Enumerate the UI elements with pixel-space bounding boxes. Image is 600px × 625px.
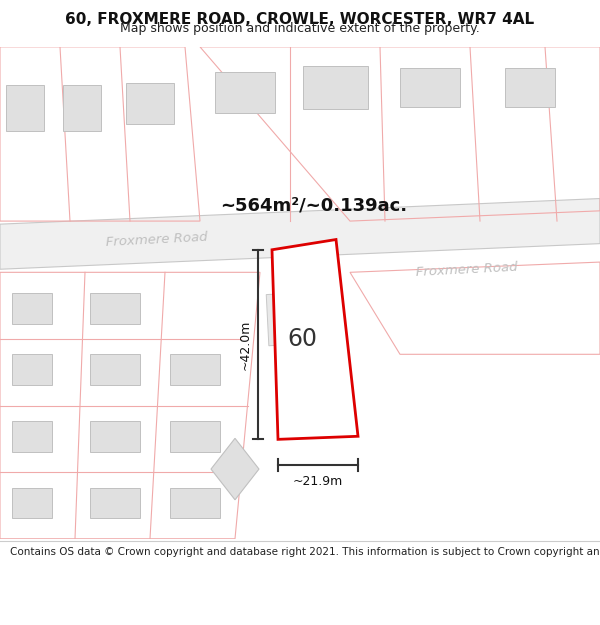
Bar	[266, 291, 334, 346]
Bar	[12, 292, 52, 324]
Bar	[12, 488, 52, 518]
Bar	[505, 68, 555, 108]
Polygon shape	[272, 239, 358, 439]
Text: Froxmere Road: Froxmere Road	[105, 231, 208, 249]
Text: Froxmere Road: Froxmere Road	[415, 261, 517, 279]
Text: ~42.0m: ~42.0m	[239, 319, 252, 370]
Polygon shape	[211, 438, 259, 500]
Bar	[12, 354, 52, 385]
Bar	[215, 72, 275, 114]
Bar	[90, 488, 140, 518]
Bar	[170, 488, 220, 518]
Text: Contains OS data © Crown copyright and database right 2021. This information is : Contains OS data © Crown copyright and d…	[10, 548, 600, 558]
Bar	[170, 354, 220, 385]
Bar	[302, 66, 367, 109]
Text: Map shows position and indicative extent of the property.: Map shows position and indicative extent…	[120, 22, 480, 35]
Polygon shape	[0, 199, 600, 269]
Bar	[90, 421, 140, 452]
Bar	[90, 292, 140, 324]
Text: 60, FROXMERE ROAD, CROWLE, WORCESTER, WR7 4AL: 60, FROXMERE ROAD, CROWLE, WORCESTER, WR…	[65, 12, 535, 27]
Text: 60: 60	[287, 327, 317, 351]
Bar	[170, 421, 220, 452]
Bar	[400, 68, 460, 108]
Bar	[90, 354, 140, 385]
Bar	[63, 85, 101, 131]
Bar	[6, 85, 44, 131]
Text: ~21.9m: ~21.9m	[293, 475, 343, 488]
Text: ~564m²/~0.139ac.: ~564m²/~0.139ac.	[220, 197, 407, 215]
Bar	[126, 82, 174, 124]
Bar	[12, 421, 52, 452]
